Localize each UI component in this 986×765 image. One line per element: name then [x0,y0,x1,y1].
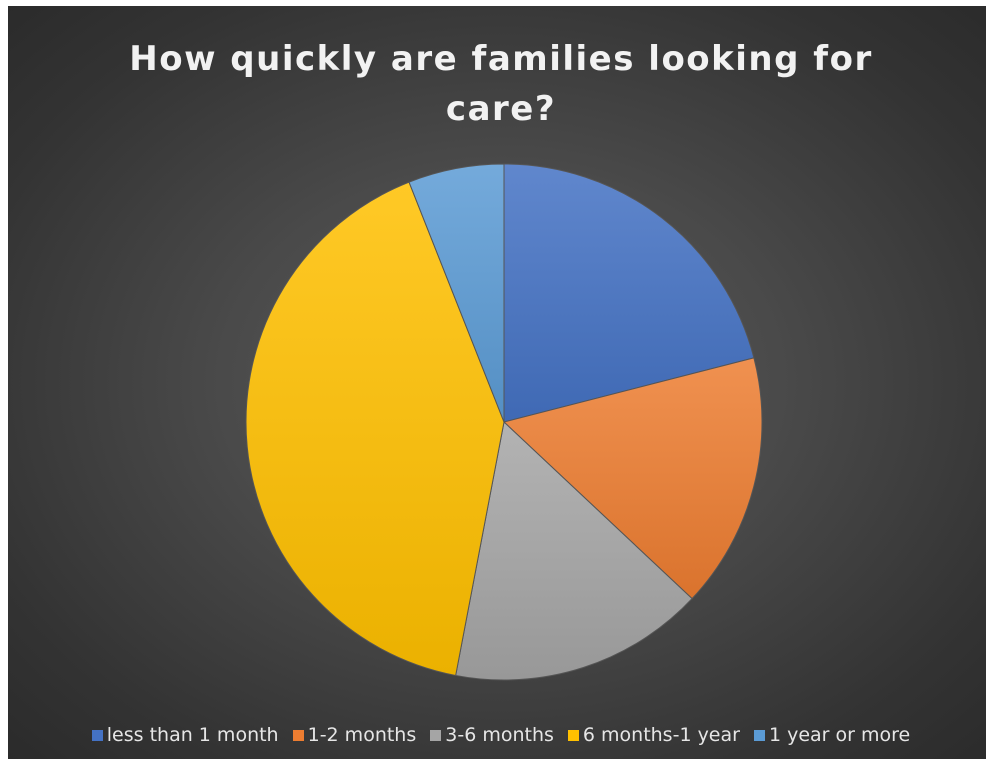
legend-label: 6 months-1 year [582,724,740,746]
legend-swatch [430,729,442,741]
chart-title-line-1: How quickly are families looking for [129,39,873,79]
pie-slice-less-than-1-month [503,163,755,423]
pie-slices [245,163,763,681]
pie-chart [245,163,763,681]
legend-item: 6 months-1 year [567,724,740,746]
legend-swatch [292,729,304,741]
pie-slice-1-2-months [502,357,763,600]
chart-area: How quickly are families looking for car… [8,6,986,759]
legend-item: 1 year or more [753,724,911,746]
pie-slice-1-year-or-more [408,163,505,423]
legend-item: less than 1 month [91,724,279,746]
legend-label: less than 1 month [106,724,279,746]
chart-title-line-2: care? [445,89,557,129]
legend-swatch [753,729,765,741]
chart-legend: less than 1 month 1-2 months 3-6 months 6 m… [8,720,986,750]
pie-slice-3-6-months [455,421,693,681]
legend-item: 1-2 months [292,724,417,746]
legend-label: 1-2 months [307,724,417,746]
legend-swatch [567,729,579,741]
legend-label: 3-6 months [445,724,554,746]
legend-swatch [91,729,103,741]
pie-slice-6-months-1-year [245,181,505,677]
legend-item: 3-6 months [430,724,554,746]
chart-title: How quickly are families looking for car… [8,34,986,134]
legend-label: 1 year or more [768,724,911,746]
